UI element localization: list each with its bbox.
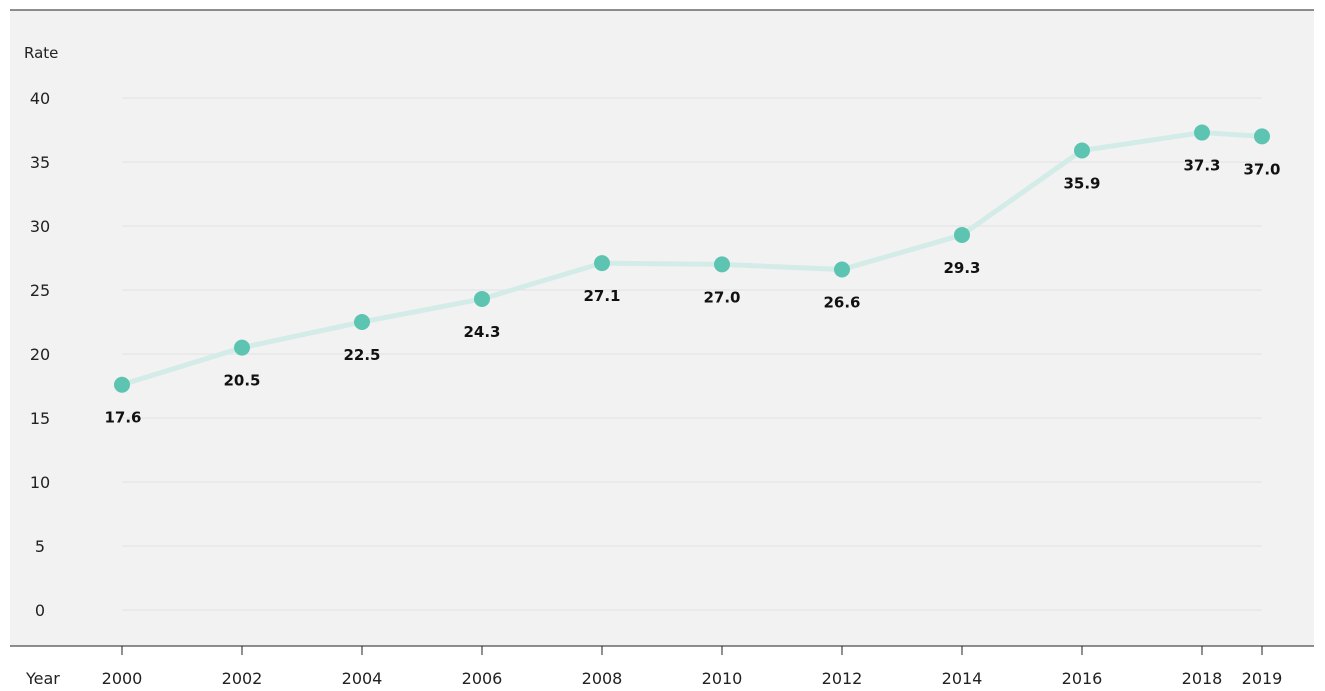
y-tick-label: 15: [30, 409, 50, 428]
data-label: 37.0: [1243, 160, 1280, 178]
gridlines: [122, 97, 1262, 611]
x-tick-label: 2019: [1242, 669, 1283, 688]
data-label: 27.0: [703, 288, 740, 306]
y-axis-ticks: 0 5 10 15 20 25 30 35 40: [30, 89, 50, 620]
series: 17.6 20.5 22.5 24.3 27.1 27.0 26.6 29.3 35.9 37.3…: [104, 124, 1281, 427]
data-label: 27.1: [583, 287, 620, 305]
data-label: 26.6: [823, 294, 860, 312]
y-tick-label: 5: [35, 537, 45, 556]
x-tick-label: 2008: [582, 669, 623, 688]
y-tick-label: 10: [30, 473, 50, 492]
x-tick-label: 2006: [462, 669, 503, 688]
data-point: [714, 256, 730, 273]
y-tick-label: 35: [30, 153, 50, 172]
x-tick-label: 2010: [702, 669, 743, 688]
plot-background: [10, 10, 1314, 646]
data-point: [954, 226, 970, 243]
x-tick-label: 2016: [1062, 669, 1103, 688]
x-tick-label: 2000: [102, 669, 143, 688]
data-label: 37.3: [1183, 157, 1220, 175]
data-point: [234, 339, 250, 356]
data-point: [1194, 124, 1210, 141]
data-label: 29.3: [943, 259, 980, 277]
x-tick-label: 2014: [942, 669, 983, 688]
data-label: 22.5: [343, 346, 380, 364]
data-point: [354, 314, 370, 330]
x-tick-label: 2018: [1182, 669, 1223, 688]
data-point: [114, 376, 130, 393]
x-axis-title: Year: [25, 669, 60, 688]
data-point: [1074, 142, 1090, 159]
data-label: 24.3: [463, 323, 500, 341]
y-tick-label: 40: [30, 89, 50, 108]
data-label: 17.6: [104, 409, 141, 427]
data-point: [1254, 128, 1270, 145]
y-tick-label: 25: [30, 281, 50, 300]
data-label: 35.9: [1063, 174, 1100, 192]
data-label: 20.5: [223, 372, 260, 390]
data-point: [594, 255, 610, 272]
x-axis-ticks: 2000 2002 2004 2006 2008 2010 2012 2014 2016 2018…: [102, 646, 1283, 688]
data-point: [474, 290, 490, 307]
y-tick-label: 20: [30, 345, 50, 364]
x-tick-label: 2012: [822, 669, 863, 688]
y-tick-label: 0: [35, 601, 45, 620]
x-tick-label: 2002: [222, 669, 263, 688]
x-tick-label: 2004: [342, 669, 383, 688]
y-tick-label: 30: [30, 217, 50, 236]
data-point: [834, 261, 850, 278]
y-axis-title: Rate: [24, 44, 58, 62]
